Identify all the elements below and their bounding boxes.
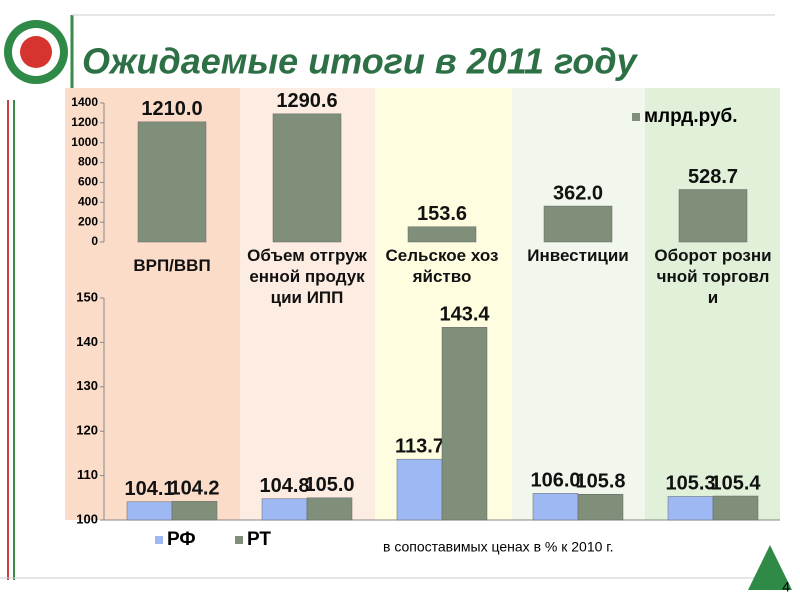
panel: [512, 88, 645, 520]
bar: [441, 327, 488, 521]
y-tick-label: 1000: [71, 135, 98, 149]
note: в сопоставимых ценах в % к 2010 г.: [383, 539, 614, 555]
y-tick-label: 130: [76, 378, 98, 393]
bar: [577, 493, 624, 521]
y-tick-label: 1400: [71, 95, 98, 109]
y-tick-label: 110: [77, 467, 98, 482]
category-label: ВРП/ВВП: [133, 256, 211, 275]
data-label: 106.0: [530, 470, 580, 492]
data-label: 1210.0: [141, 98, 202, 120]
bar: [261, 498, 308, 521]
category-label: Инвестиции: [527, 246, 629, 265]
legend-label: РТ: [247, 529, 271, 550]
data-label: 104.1: [124, 478, 174, 500]
y-tick-label: 800: [78, 155, 98, 169]
category-label: Сельское хозяйство: [385, 246, 499, 286]
legend-swatch: [155, 536, 163, 544]
category-label: Объем отгруженной продукции ИПП: [247, 246, 367, 307]
page-number: 4: [782, 579, 790, 595]
logo: [748, 545, 792, 590]
title: Ожидаемые итоги в 2011 году: [82, 41, 639, 82]
data-label: 143.4: [439, 304, 490, 326]
data-label: 104.8: [259, 475, 309, 497]
data-label: 105.0: [304, 474, 354, 496]
panel: [645, 88, 780, 520]
y-tick-label: 100: [76, 511, 98, 526]
bar: [667, 496, 714, 521]
data-label: 104.2: [169, 478, 219, 500]
bar: [532, 493, 579, 521]
data-label: 1290.6: [276, 90, 337, 112]
bar: [171, 501, 218, 521]
bar: [407, 226, 477, 243]
data-label: 105.3: [665, 473, 715, 495]
bar: [126, 501, 173, 521]
legend-label: млрд.руб.: [644, 106, 738, 127]
y-tick-label: 150: [76, 289, 98, 304]
y-tick-label: 600: [78, 175, 98, 189]
y-tick-label: 0: [91, 234, 98, 248]
bar: [396, 458, 443, 521]
bar: [137, 121, 207, 243]
data-label: 113.7: [395, 435, 444, 457]
y-tick-label: 120: [76, 423, 98, 438]
legend-label: РФ: [167, 529, 196, 550]
bar: [678, 189, 748, 243]
category-label: Оборот розничной торговли: [654, 246, 772, 307]
legend-swatch: [632, 113, 640, 121]
logo: [20, 36, 52, 68]
y-tick-label: 200: [78, 214, 98, 228]
bar: [543, 205, 613, 243]
data-label: 362.0: [553, 182, 603, 204]
bar: [272, 113, 342, 243]
data-label: 153.6: [417, 203, 467, 225]
bar: [712, 495, 759, 521]
y-tick-label: 1200: [71, 115, 98, 129]
legend-swatch: [235, 536, 243, 544]
y-tick-label: 140: [76, 334, 98, 349]
bar: [306, 497, 353, 521]
data-label: 528.7: [688, 166, 738, 188]
y-tick-label: 400: [78, 194, 98, 208]
data-label: 105.4: [710, 472, 761, 494]
data-label: 105.8: [575, 471, 625, 493]
